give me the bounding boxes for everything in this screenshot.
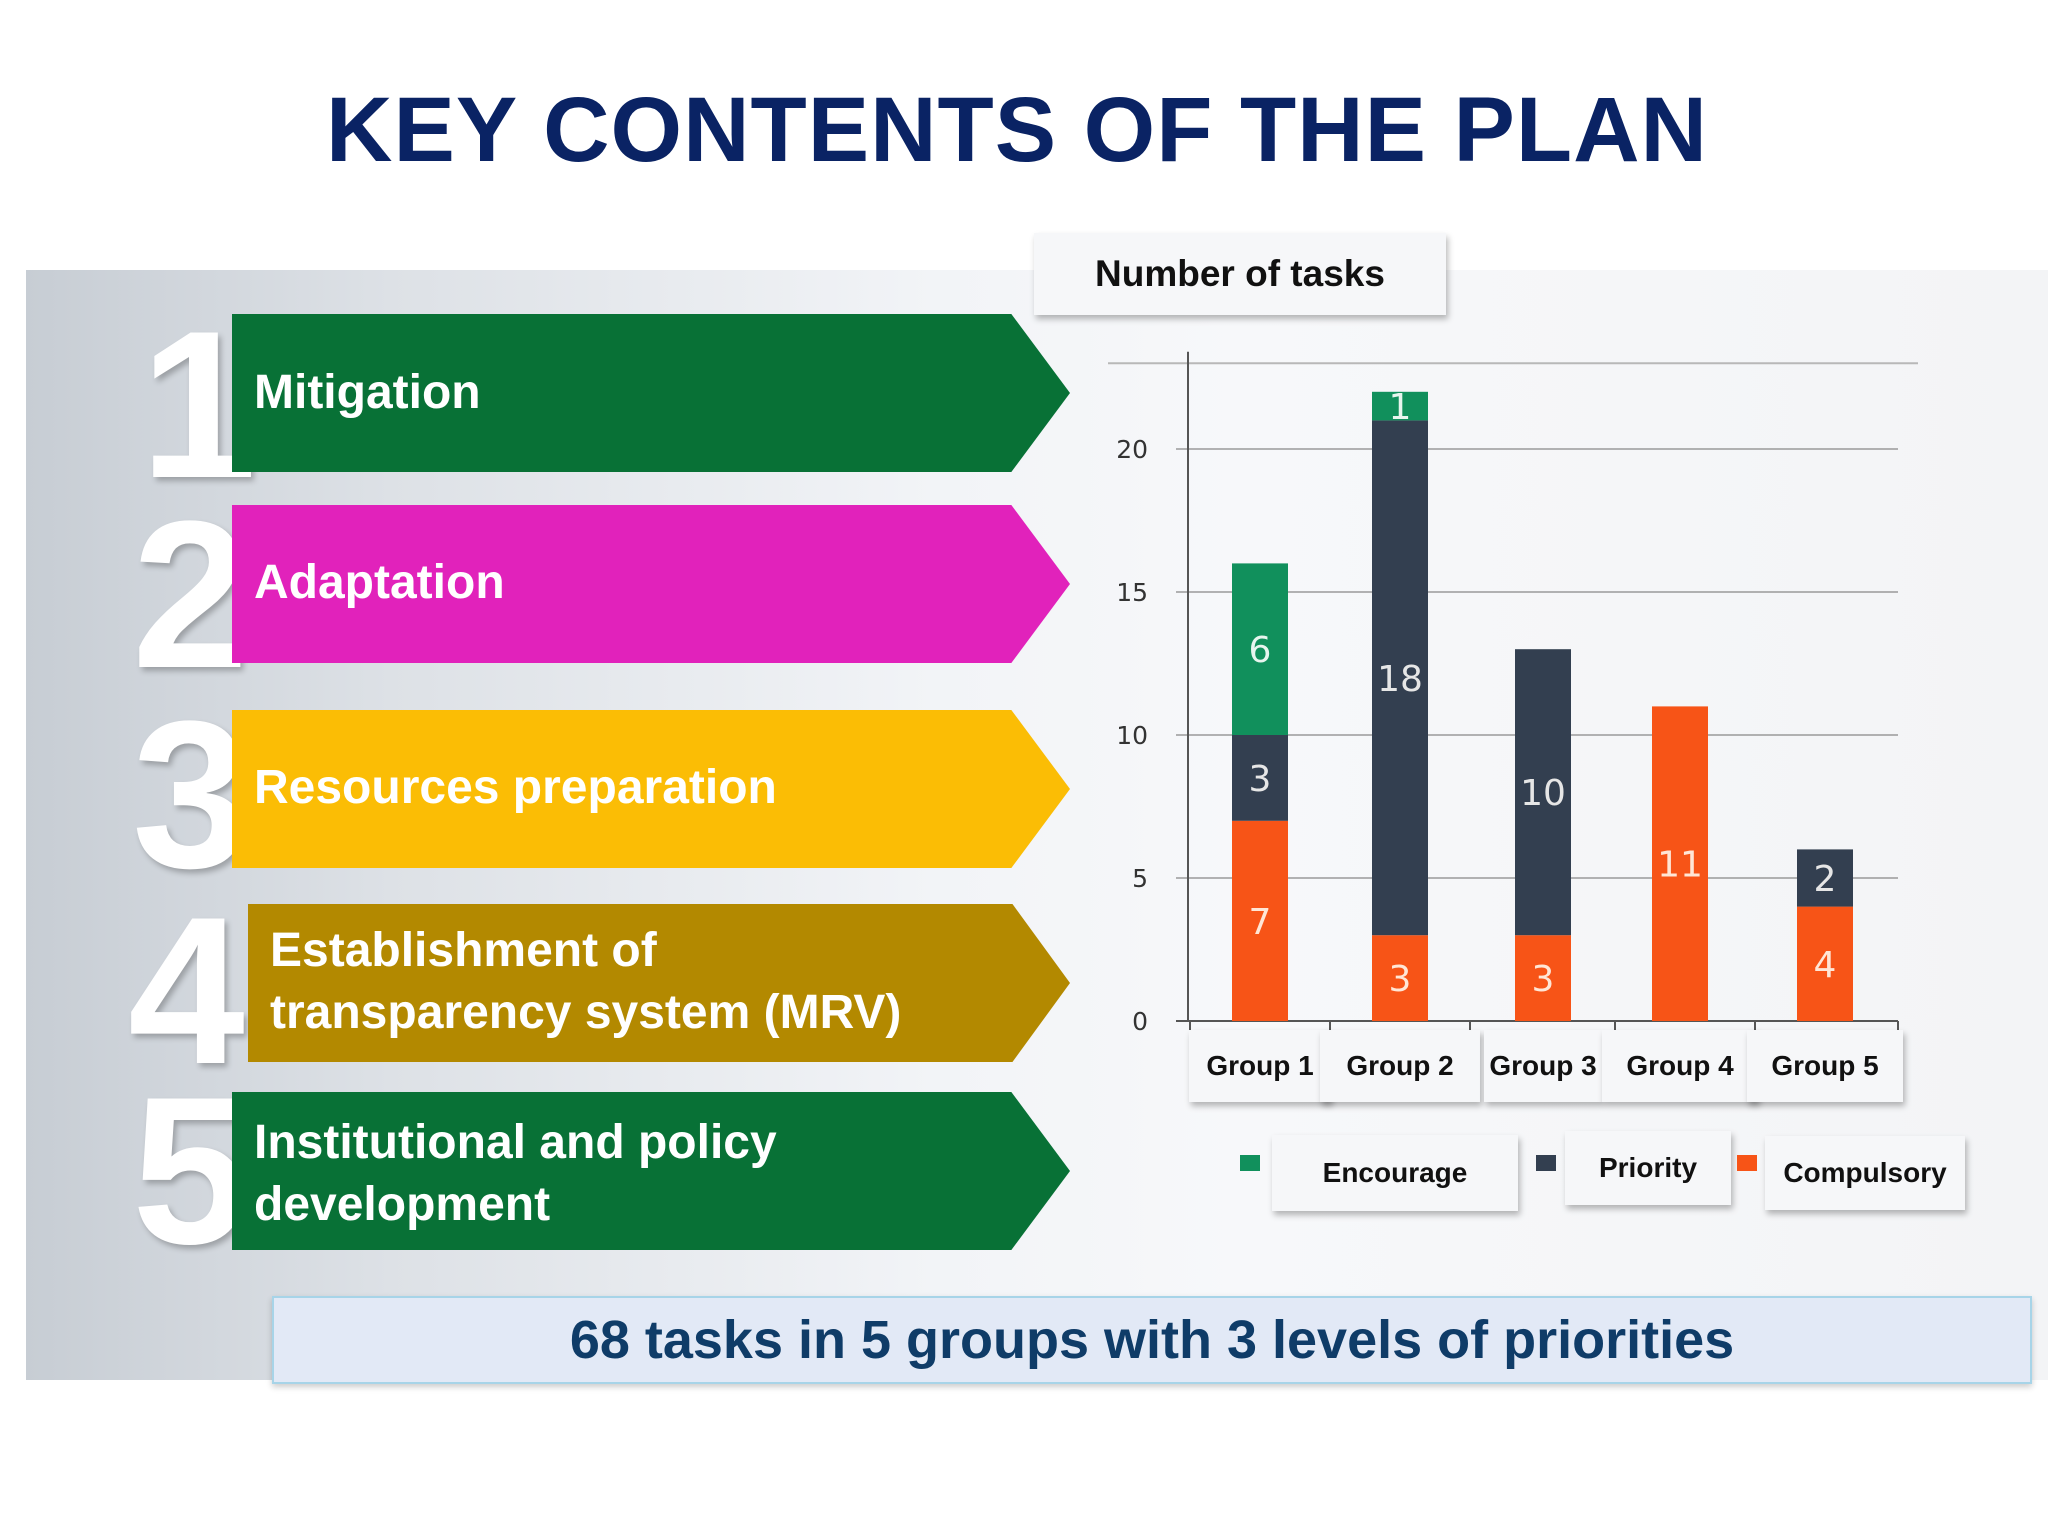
chart-title: Number of tasks (1034, 233, 1446, 315)
plan-item-mitigation: Mitigation (232, 314, 1070, 472)
bar-priority (1372, 420, 1428, 936)
data-label: 6 (1249, 630, 1272, 671)
plan-item-resources: Resources preparation (232, 710, 1070, 868)
plan-item-mrv: Establishment of transparency system (MR… (248, 904, 1070, 1062)
data-label: 1 (1389, 387, 1412, 428)
x-tick-label: Group 2 (1320, 1030, 1480, 1102)
bar-compulsory (1797, 906, 1853, 1021)
data-label: 2 (1814, 859, 1837, 900)
legend-label-priority: Priority (1565, 1131, 1731, 1205)
legend-label-compulsory: Compulsory (1765, 1136, 1965, 1210)
bar-compulsory (1652, 706, 1708, 1021)
data-label: 3 (1532, 959, 1555, 1000)
bar-encourage (1372, 391, 1428, 421)
y-tick-label: 10 (1116, 721, 1148, 750)
legend-swatch-compulsory (1737, 1155, 1757, 1171)
data-label: 3 (1389, 959, 1412, 1000)
data-label: 10 (1520, 773, 1566, 814)
item-number-5: 5 (132, 1053, 249, 1288)
y-tick-label: 15 (1116, 578, 1148, 607)
page-title: KEY CONTENTS OF THE PLAN (326, 79, 1708, 181)
plan-item-label: Mitigation (254, 366, 481, 419)
bar-priority (1797, 849, 1853, 907)
y-tick-label: 0 (1132, 1007, 1148, 1036)
y-tick-label: 20 (1116, 435, 1148, 464)
bar-compulsory (1515, 935, 1571, 1021)
plan-item-label: Establishment of transparency system (MR… (270, 924, 902, 1039)
plan-item-label: Resources preparation (254, 761, 777, 814)
x-tick-label: Group 5 (1747, 1030, 1903, 1102)
bar-compulsory (1372, 935, 1428, 1021)
legend-label-encourage: Encourage (1272, 1135, 1518, 1211)
item-number-2: 2 (132, 477, 249, 712)
bar-encourage (1232, 563, 1288, 735)
x-tick-label: Group 3 (1484, 1030, 1602, 1102)
item-number-4: 4 (128, 873, 245, 1108)
x-tick-label: Group 4 (1602, 1030, 1758, 1102)
plan-item-adaptation: Adaptation (232, 505, 1070, 663)
data-label: 18 (1377, 659, 1423, 700)
x-tick-label: Group 1 (1189, 1030, 1331, 1102)
data-label: 4 (1814, 945, 1837, 986)
bar-compulsory (1232, 820, 1288, 1021)
legend-swatch-encourage (1240, 1155, 1260, 1171)
summary-banner: 68 tasks in 5 groups with 3 levels of pr… (272, 1296, 2032, 1384)
plan-item-label: Adaptation (254, 556, 505, 609)
data-label: 11 (1657, 845, 1703, 886)
item-number-3: 3 (132, 677, 249, 912)
plan-item-label: Institutional and policy development (254, 1116, 777, 1231)
bar-priority (1232, 735, 1288, 821)
plan-item-institutional: Institutional and policy development (232, 1092, 1070, 1250)
data-label: 3 (1249, 759, 1272, 800)
y-tick-label: 5 (1132, 864, 1148, 893)
bar-priority (1515, 649, 1571, 936)
legend-swatch-priority (1536, 1155, 1556, 1171)
data-label: 7 (1249, 902, 1272, 943)
